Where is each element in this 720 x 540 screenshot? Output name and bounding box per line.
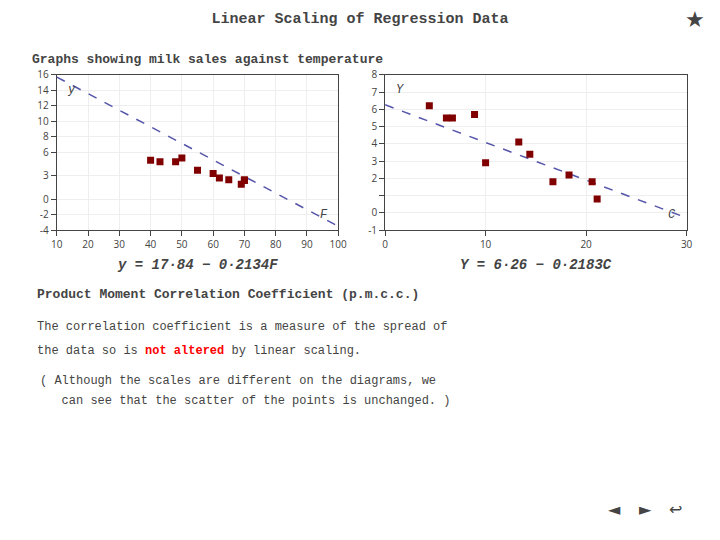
svg-text:50: 50 [176,237,188,251]
svg-text:C: C [668,208,676,222]
svg-text:10: 10 [51,237,63,251]
svg-text:F: F [320,208,328,222]
svg-text:can see that the scatter of th: can see that the scatter of the points i… [40,394,450,408]
svg-text:-1: -1 [368,223,377,237]
svg-text:3: 3 [371,154,377,168]
svg-text:y: y [67,83,76,97]
svg-text:3: 3 [43,168,49,182]
svg-text:10: 10 [480,237,492,251]
svg-text:The correlation coefficient is: The correlation coefficient is a measure… [37,320,447,334]
svg-text:8: 8 [371,67,377,81]
svg-text:12: 12 [37,98,49,112]
svg-text:100: 100 [330,237,347,251]
svg-text:4: 4 [371,136,377,150]
svg-text:8: 8 [43,129,49,143]
svg-text:30: 30 [114,237,126,251]
svg-text:◄: ◄ [608,500,621,519]
svg-text:Product Moment Correlation Coe: Product Moment Correlation Coefficient (… [37,287,419,302]
svg-text:-2: -2 [40,207,49,221]
svg-text:40: 40 [145,237,157,251]
svg-text:80: 80 [270,237,282,251]
svg-text:★: ★ [685,7,705,32]
svg-text:6: 6 [43,145,49,159]
svg-text:Y: Y [396,83,404,97]
svg-text:7: 7 [371,85,377,99]
svg-text:10: 10 [37,114,49,128]
svg-text:70: 70 [239,237,251,251]
svg-text:↩: ↩ [669,500,682,519]
svg-text:60: 60 [207,237,219,251]
svg-text:y = 17·84 − 0·2134F: y = 17·84 − 0·2134F [117,257,278,273]
svg-text:Y = 6·26 − 0·2183C: Y = 6·26 − 0·2183C [460,257,612,273]
svg-text:30: 30 [681,237,693,251]
svg-text:20: 20 [580,237,592,251]
svg-text:90: 90 [301,237,313,251]
svg-text:Linear Scaling of Regression D: Linear Scaling of Regression Data [211,11,508,28]
svg-text:►: ► [639,500,652,519]
svg-text:14: 14 [37,83,49,97]
svg-text:16: 16 [37,67,49,81]
svg-text:5: 5 [371,119,377,133]
svg-text:0: 0 [382,237,388,251]
svg-text:20: 20 [82,237,94,251]
svg-text:0: 0 [43,192,49,206]
svg-text:0: 0 [371,205,377,219]
svg-text:-4: -4 [40,223,49,237]
svg-text:the data so is not altered by: the data so is not altered by linear sca… [37,344,361,358]
svg-text:( Although the scales are diff: ( Although the scales are different on t… [40,374,436,388]
svg-text:6: 6 [371,102,377,116]
svg-text:2: 2 [371,171,377,185]
svg-text:Graphs showing milk sales agai: Graphs showing milk sales against temper… [32,52,383,67]
